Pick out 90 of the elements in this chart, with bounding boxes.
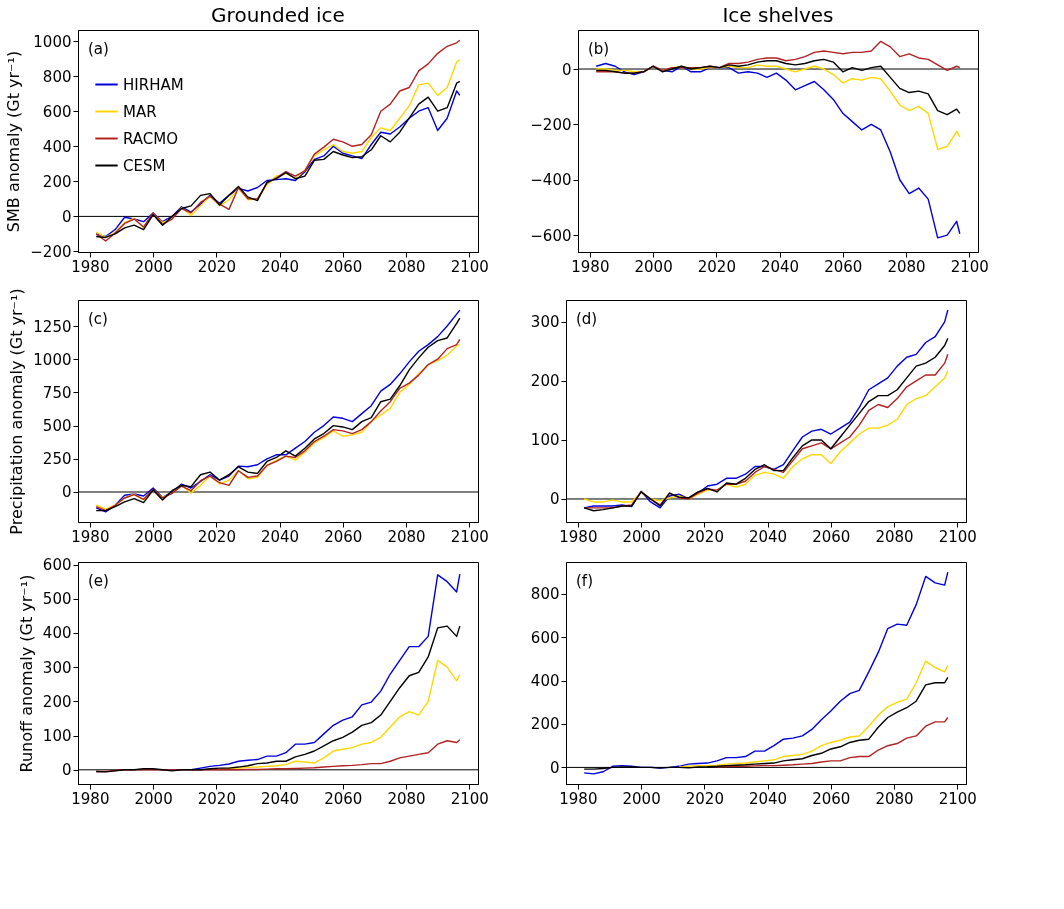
x-tick-label: 2080 <box>875 789 914 808</box>
x-tick-label: 2040 <box>748 789 788 808</box>
annotation: (d) <box>576 310 598 328</box>
y-tick-label: 100 <box>42 727 72 746</box>
x-tick-label: 2100 <box>938 527 977 546</box>
y-tick-label: −400 <box>530 171 572 190</box>
x-tick-label: 2080 <box>387 257 426 276</box>
annotation: (e) <box>88 572 109 590</box>
y-tick-label: 0 <box>549 758 560 777</box>
y-tick-label: 750 <box>42 383 72 402</box>
y-tick-label: 1000 <box>33 32 72 51</box>
x-tick-label: 2080 <box>887 257 926 276</box>
y-tick-label: 0 <box>61 483 72 502</box>
legend-label: RACMO <box>123 129 179 148</box>
x-tick-label: 2020 <box>197 257 236 276</box>
x-tick-label: 2000 <box>622 789 661 808</box>
x-tick-label: 2060 <box>324 527 363 546</box>
y-tick-label: 300 <box>530 313 560 332</box>
x-tick-label: 2000 <box>622 527 661 546</box>
x-tick-label: 2060 <box>812 527 851 546</box>
y-tick-label: 400 <box>42 137 72 156</box>
legend-label: MAR <box>123 102 157 121</box>
x-tick-label: 2000 <box>134 527 173 546</box>
y-tick-label: 200 <box>530 372 560 391</box>
y-tick-label: −600 <box>530 226 572 245</box>
y-tick-label: 800 <box>530 585 560 604</box>
y-tick-label: 400 <box>42 624 72 643</box>
x-tick-label: 2040 <box>260 527 300 546</box>
x-tick-label: 2040 <box>748 527 788 546</box>
x-tick-label: 2000 <box>134 257 173 276</box>
x-tick-label: 2000 <box>634 257 673 276</box>
x-tick-label: 1980 <box>559 527 598 546</box>
x-tick-label: 2040 <box>260 257 300 276</box>
x-tick-label: 2000 <box>134 789 173 808</box>
y-tick-label: 800 <box>42 67 72 86</box>
y-axis-title: Precipitation anomaly (Gt yr⁻¹) <box>7 288 27 535</box>
x-tick-label: 2020 <box>197 527 236 546</box>
y-tick-label: 1250 <box>33 317 72 336</box>
annotation: (c) <box>88 310 108 328</box>
legend-label: HIRHAM <box>123 75 184 94</box>
x-tick-label: 1980 <box>71 789 110 808</box>
x-tick-label: 2020 <box>697 257 736 276</box>
y-tick-label: 200 <box>42 172 72 191</box>
x-tick-label: 2040 <box>260 789 300 808</box>
y-tick-label: 200 <box>42 692 72 711</box>
x-tick-label: 2040 <box>760 257 800 276</box>
y-tick-label: 400 <box>530 672 560 691</box>
x-tick-label: 2100 <box>450 527 489 546</box>
annotation: (f) <box>576 572 593 590</box>
y-tick-label: 600 <box>530 628 560 647</box>
legend-label: CESM <box>123 156 166 175</box>
y-tick-label: 500 <box>42 417 72 436</box>
x-tick-label: 2020 <box>685 527 724 546</box>
x-tick-label: 2060 <box>324 257 363 276</box>
chart-title: Ice shelves <box>722 3 834 27</box>
x-tick-label: 1980 <box>71 257 110 276</box>
x-tick-label: 2100 <box>450 789 489 808</box>
y-axis-title: Runoff anomaly (Gt yr⁻¹) <box>16 574 36 773</box>
y-tick-label: 0 <box>61 761 72 780</box>
x-tick-label: 2060 <box>324 789 363 808</box>
y-tick-label: 1000 <box>33 350 72 369</box>
y-tick-label: 0 <box>549 490 560 509</box>
x-tick-label: 1980 <box>571 257 610 276</box>
y-tick-label: 600 <box>42 102 72 121</box>
y-tick-label: −200 <box>530 115 572 134</box>
x-tick-label: 2080 <box>387 789 426 808</box>
annotation: (b) <box>588 40 610 58</box>
x-tick-label: 2100 <box>450 257 489 276</box>
x-tick-label: 1980 <box>559 789 598 808</box>
x-tick-label: 2060 <box>824 257 863 276</box>
x-tick-label: 2100 <box>938 789 977 808</box>
y-tick-label: 500 <box>42 590 72 609</box>
y-tick-label: 250 <box>42 450 72 469</box>
x-tick-label: 2080 <box>875 527 914 546</box>
y-tick-label: 600 <box>42 556 72 575</box>
y-tick-label: 200 <box>530 715 560 734</box>
y-tick-label: 300 <box>42 658 72 677</box>
x-tick-label: 2100 <box>950 257 989 276</box>
x-tick-label: 2020 <box>685 789 724 808</box>
x-tick-label: 1980 <box>71 527 110 546</box>
x-tick-label: 2080 <box>387 527 426 546</box>
chart-title: Grounded ice <box>211 3 345 27</box>
y-tick-label: −200 <box>30 242 72 261</box>
x-tick-label: 2060 <box>812 789 851 808</box>
x-tick-label: 2020 <box>197 789 236 808</box>
y-axis-title: SMB anomaly (Gt yr⁻¹) <box>4 50 24 233</box>
y-tick-label: 100 <box>530 431 560 450</box>
annotation: (a) <box>88 40 109 58</box>
y-tick-label: 0 <box>61 207 72 226</box>
y-tick-label: 0 <box>561 60 572 79</box>
